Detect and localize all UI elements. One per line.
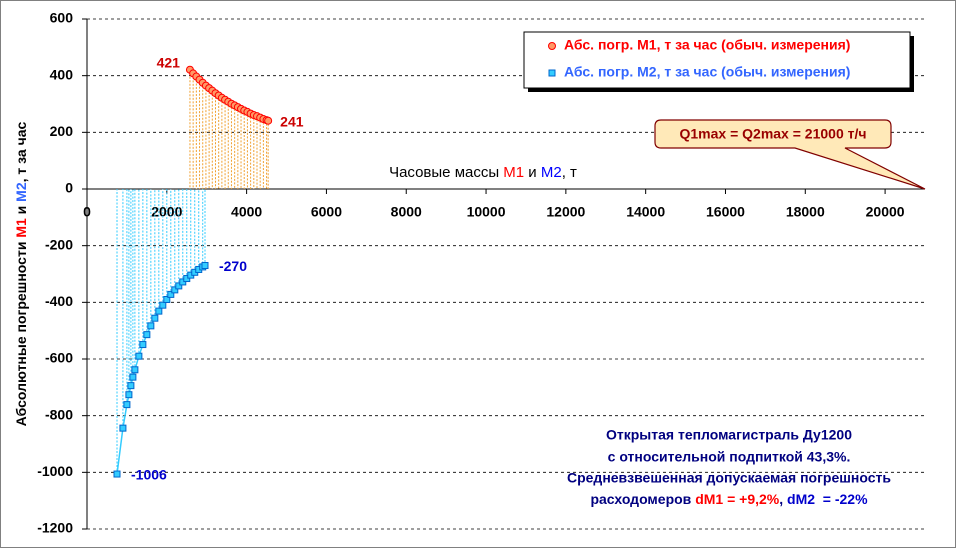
note-line: Средневзвешенная допускаемая погрешность bbox=[567, 470, 891, 486]
marker bbox=[119, 424, 127, 432]
y-tick-label: -1200 bbox=[37, 520, 73, 536]
legend-label: Абс. погр. M2, т за час (обыч. измерения… bbox=[564, 64, 850, 80]
marker bbox=[113, 470, 121, 478]
x-tick-label: 4000 bbox=[231, 204, 262, 220]
marker bbox=[171, 286, 179, 294]
note-line: с относительной подпиткой 43,3%. bbox=[608, 449, 851, 465]
marker bbox=[139, 341, 147, 349]
x-tick-label: 14000 bbox=[626, 204, 665, 220]
marker bbox=[155, 307, 163, 315]
plot: 421 241 -1006 -270 bbox=[113, 54, 304, 483]
y-title-part: M1 bbox=[13, 218, 29, 238]
y-title-part: и bbox=[13, 202, 29, 218]
note-line: расходомеров dM1 = +9,2%, dM2 = -22% bbox=[590, 491, 868, 507]
y-tick-label: 200 bbox=[50, 123, 74, 139]
x-title-part: Часовые массы bbox=[389, 164, 503, 181]
marker bbox=[125, 391, 133, 399]
callout-box bbox=[654, 119, 926, 190]
y-tick-label: -400 bbox=[45, 293, 73, 309]
legend-box bbox=[523, 31, 911, 89]
legend: Абс. погр. M1, т за час (обыч. измерения… bbox=[523, 31, 914, 92]
note-part: dM1 = +9,2% bbox=[695, 491, 780, 507]
y-title-part: Абсолютные погрешности bbox=[13, 238, 29, 427]
x-title-part: M1 bbox=[503, 164, 524, 181]
y-tick-label: -1000 bbox=[37, 463, 73, 479]
x-tick-label: 20000 bbox=[866, 204, 905, 220]
marker bbox=[264, 116, 273, 125]
x-tick-label: 16000 bbox=[706, 204, 745, 220]
y-tick-label: -600 bbox=[45, 350, 73, 366]
x-tick-label: 12000 bbox=[546, 204, 585, 220]
y-tick-label: 600 bbox=[50, 10, 74, 26]
x-axis-title: Часовые массы M1 и M2, т bbox=[389, 164, 577, 181]
y-tick-label: 0 bbox=[65, 180, 73, 196]
marker bbox=[123, 401, 131, 409]
note: Открытая тепломагистраль Ду1200 с относи… bbox=[567, 427, 891, 507]
data-label: -1006 bbox=[131, 467, 167, 483]
marker bbox=[159, 301, 167, 309]
y-tick-label: -800 bbox=[45, 406, 73, 422]
callout: Q1max = Q2max = 21000 т/ч bbox=[654, 119, 926, 190]
marker bbox=[147, 322, 155, 330]
marker bbox=[175, 282, 183, 290]
legend-marker bbox=[548, 42, 556, 50]
x-tick-label: 18000 bbox=[786, 204, 825, 220]
y-title-part: M2 bbox=[13, 182, 29, 202]
data-label: 241 bbox=[280, 113, 304, 129]
data-label: 421 bbox=[157, 54, 181, 70]
legend-marker bbox=[548, 69, 556, 77]
y-tick-label: 400 bbox=[50, 66, 74, 82]
marker bbox=[129, 373, 137, 381]
note-line: Открытая тепломагистраль Ду1200 bbox=[606, 427, 852, 443]
marker bbox=[151, 314, 159, 322]
x-tick-label: 6000 bbox=[311, 204, 342, 220]
legend-label: Абс. погр. M1, т за час (обыч. измерения… bbox=[564, 37, 850, 53]
data-label: -270 bbox=[219, 258, 247, 274]
marker bbox=[163, 296, 171, 303]
marker bbox=[167, 290, 175, 298]
marker bbox=[131, 366, 139, 374]
note-part: dM2 = -22% bbox=[787, 491, 868, 507]
marker bbox=[143, 331, 151, 339]
x-tick-label: 8000 bbox=[391, 204, 422, 220]
note-part: , bbox=[779, 491, 787, 507]
y-tick-label: -200 bbox=[45, 236, 73, 252]
x-title-part: и bbox=[524, 164, 541, 181]
y-title-part: , т за час bbox=[13, 121, 29, 182]
marker bbox=[201, 262, 209, 269]
x-title-part: , т bbox=[562, 164, 577, 181]
x-tick-label: 10000 bbox=[467, 204, 506, 220]
note-part: расходомеров bbox=[590, 491, 695, 507]
y-axis-title: Абсолютные погрешности M1 и M2, т за час bbox=[13, 121, 29, 426]
marker bbox=[135, 352, 143, 360]
callout-text: Q1max = Q2max = 21000 т/ч bbox=[680, 126, 867, 142]
x-title-part: M2 bbox=[541, 164, 562, 181]
marker bbox=[127, 382, 135, 390]
x-tick-label: 0 bbox=[83, 204, 91, 220]
